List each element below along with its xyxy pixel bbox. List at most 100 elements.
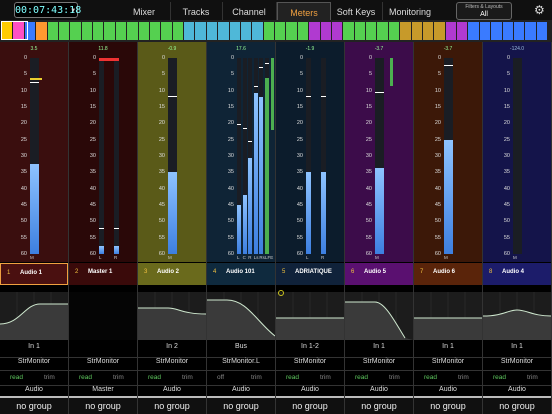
channel-name-bar[interactable]: 1 Audio 1 <box>0 263 68 285</box>
group-selector[interactable]: no group <box>207 396 275 414</box>
meter-panel[interactable]: -124.0 0 5 10 15 20 25 30 35 40 45 50 55 60 M <box>483 42 551 262</box>
trim-button[interactable]: trim <box>182 374 193 381</box>
eq-curve-display[interactable] <box>276 292 344 340</box>
eq-curve-display[interactable] <box>483 292 551 340</box>
visible-range-indicator[interactable] <box>1 21 28 40</box>
output-routing[interactable]: StrMonitor.L <box>207 357 275 365</box>
eq-curve-display[interactable] <box>207 292 275 340</box>
meter-panel[interactable]: -1.9 0 5 10 15 20 25 30 35 40 45 50 55 60 L R <box>276 42 344 262</box>
trim-button[interactable]: trim <box>44 374 55 381</box>
channel-name-bar[interactable]: 8 Audio 4 <box>483 263 551 285</box>
automation-mode-button[interactable]: read <box>10 374 24 381</box>
group-selector[interactable]: no group <box>276 396 344 414</box>
track-color-cell[interactable] <box>491 22 502 40</box>
track-color-strip[interactable] <box>0 20 552 42</box>
track-color-cell[interactable] <box>36 22 47 40</box>
track-color-cell[interactable] <box>411 22 422 40</box>
trim-button[interactable]: trim <box>458 374 469 381</box>
tab-channel[interactable]: Channel <box>222 2 277 20</box>
automation-mode-button[interactable]: read <box>148 374 162 381</box>
channel-name-bar[interactable]: 2 Master 1 <box>69 263 137 285</box>
automation-mode-button[interactable]: read <box>79 374 93 381</box>
track-color-cell[interactable] <box>331 22 343 40</box>
automation-mode-button[interactable]: read <box>424 374 438 381</box>
track-color-cell[interactable] <box>24 22 36 40</box>
track-color-cell[interactable] <box>184 22 195 40</box>
automation-mode-button[interactable]: read <box>286 374 300 381</box>
track-color-cell[interactable] <box>263 22 274 40</box>
track-color-cell[interactable] <box>422 22 434 40</box>
track-color-cell[interactable] <box>161 22 172 40</box>
channel-name-bar[interactable]: 7 Audio 6 <box>414 263 482 285</box>
track-color-cell[interactable] <box>479 22 491 40</box>
track-color-cell[interactable] <box>172 22 183 40</box>
track-color-cell[interactable] <box>115 22 127 40</box>
input-routing[interactable]: In 1 <box>373 343 385 350</box>
tab-monitoring[interactable]: Monitoring <box>382 2 438 20</box>
track-color-cell[interactable] <box>536 22 547 40</box>
track-color-cell[interactable] <box>400 22 411 40</box>
meter-panel[interactable]: 3.5 0 5 10 15 20 25 30 35 40 45 50 55 60 M <box>0 42 68 262</box>
trim-button[interactable]: trim <box>320 374 331 381</box>
eq-curve-display[interactable] <box>0 292 68 340</box>
trim-button[interactable]: trim <box>389 374 400 381</box>
track-color-cell[interactable] <box>320 22 331 40</box>
automation-mode-button[interactable]: off <box>217 374 225 381</box>
group-selector[interactable]: no group <box>138 396 206 414</box>
track-color-cell[interactable] <box>47 22 58 40</box>
trim-button[interactable]: trim <box>113 374 124 381</box>
track-color-cell[interactable] <box>468 22 479 40</box>
track-color-cell[interactable] <box>502 22 513 40</box>
eq-curve-display[interactable] <box>414 292 482 340</box>
track-color-cell[interactable] <box>138 22 149 40</box>
channel-name-bar[interactable]: 5 ADRIATIQUE <box>276 263 344 285</box>
track-color-cell[interactable] <box>93 22 104 40</box>
track-color-cell[interactable] <box>457 22 468 40</box>
track-color-cell[interactable] <box>206 22 218 40</box>
track-color-cell[interactable] <box>297 22 309 40</box>
group-selector[interactable]: no group <box>345 396 413 414</box>
tab-mixer[interactable]: Mixer <box>118 2 171 20</box>
track-color-cell[interactable] <box>195 22 206 40</box>
input-routing[interactable]: In 2 <box>166 343 178 350</box>
filters-layouts-button[interactable]: Filters & Layouts All <box>456 2 512 20</box>
track-color-cell[interactable] <box>2 22 13 40</box>
automation-mode-button[interactable]: read <box>355 374 369 381</box>
meter-panel[interactable]: -3.7 0 5 10 15 20 25 30 35 40 45 50 55 60 M <box>345 42 413 262</box>
gear-icon[interactable]: ⚙ <box>534 3 545 17</box>
eq-curve-display[interactable] <box>138 292 206 340</box>
track-color-cell[interactable] <box>81 22 92 40</box>
track-color-cell[interactable] <box>229 22 240 40</box>
output-routing[interactable]: StrMonitor <box>69 357 137 365</box>
track-color-cell[interactable] <box>354 22 365 40</box>
track-color-cell[interactable] <box>525 22 536 40</box>
meter-panel[interactable]: 17.6 0 5 10 15 20 25 30 35 40 45 50 55 60 L C R Ls Rs LFE <box>207 42 275 262</box>
tab-soft-keys[interactable]: Soft Keys <box>330 2 383 20</box>
track-color-cell[interactable] <box>70 22 81 40</box>
trim-button[interactable]: trim <box>527 374 538 381</box>
track-color-cell[interactable] <box>127 22 138 40</box>
input-routing[interactable]: In 1 <box>511 343 523 350</box>
track-color-cell[interactable] <box>445 22 456 40</box>
input-routing[interactable]: In 1 <box>442 343 454 350</box>
track-color-cell[interactable] <box>149 22 161 40</box>
output-routing[interactable]: StrMonitor <box>138 357 206 365</box>
automation-mode-button[interactable]: read <box>493 374 507 381</box>
track-color-cell[interactable] <box>388 22 400 40</box>
output-routing[interactable]: StrMonitor <box>345 357 413 365</box>
track-color-cell[interactable] <box>104 22 115 40</box>
track-color-cell[interactable] <box>309 22 320 40</box>
track-color-cell[interactable] <box>240 22 252 40</box>
meter-panel[interactable]: -3.7 0 5 10 15 20 25 30 35 40 45 50 55 60 M <box>414 42 482 262</box>
track-color-cell[interactable] <box>275 22 286 40</box>
group-selector[interactable]: no group <box>483 396 551 414</box>
track-color-cell[interactable] <box>366 22 377 40</box>
output-routing[interactable]: StrMonitor <box>414 357 482 365</box>
group-selector[interactable]: no group <box>414 396 482 414</box>
tab-tracks[interactable]: Tracks <box>170 2 223 20</box>
track-color-cell[interactable] <box>513 22 525 40</box>
track-color-cell[interactable] <box>13 22 24 40</box>
track-color-cell[interactable] <box>434 22 445 40</box>
track-color-cell[interactable] <box>286 22 297 40</box>
timecode-display[interactable]: 00:07:43:18 ▼ <box>14 2 81 18</box>
